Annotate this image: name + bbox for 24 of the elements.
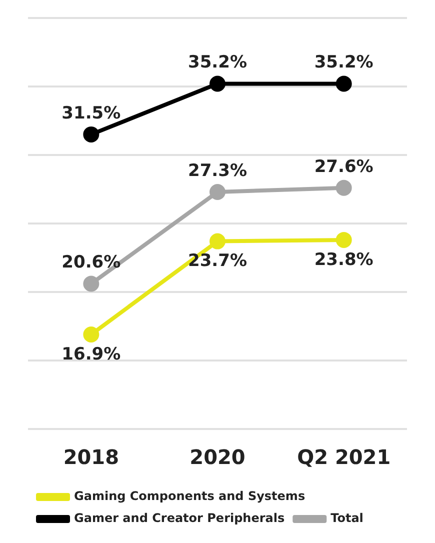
data-label: 23.8% (314, 250, 374, 270)
data-label: 23.7% (188, 251, 247, 272)
point (210, 76, 226, 92)
data-label: 27.6% (314, 156, 374, 177)
point (83, 126, 100, 142)
point (83, 276, 100, 292)
x-tick-label: 2018 (63, 445, 120, 470)
point (210, 233, 226, 250)
x-tick-label: 2020 (190, 445, 246, 470)
legend-label: Gamer and Creator Peripherals (74, 511, 285, 526)
legend-label: Gaming Components and Systems (74, 489, 306, 504)
point (83, 326, 100, 342)
data-label: 27.3% (188, 160, 247, 181)
point (336, 180, 352, 196)
data-label: 35.2% (314, 52, 374, 73)
data-label: 20.6% (62, 252, 121, 273)
data-label: 35.2% (188, 52, 247, 73)
legend-label: Total (330, 511, 364, 526)
point (336, 232, 352, 248)
point (210, 184, 226, 200)
point (336, 76, 352, 92)
data-label: 16.9% (62, 344, 121, 364)
data-label: 31.5% (62, 103, 121, 124)
x-tick-label: Q2 2021 (297, 445, 391, 470)
